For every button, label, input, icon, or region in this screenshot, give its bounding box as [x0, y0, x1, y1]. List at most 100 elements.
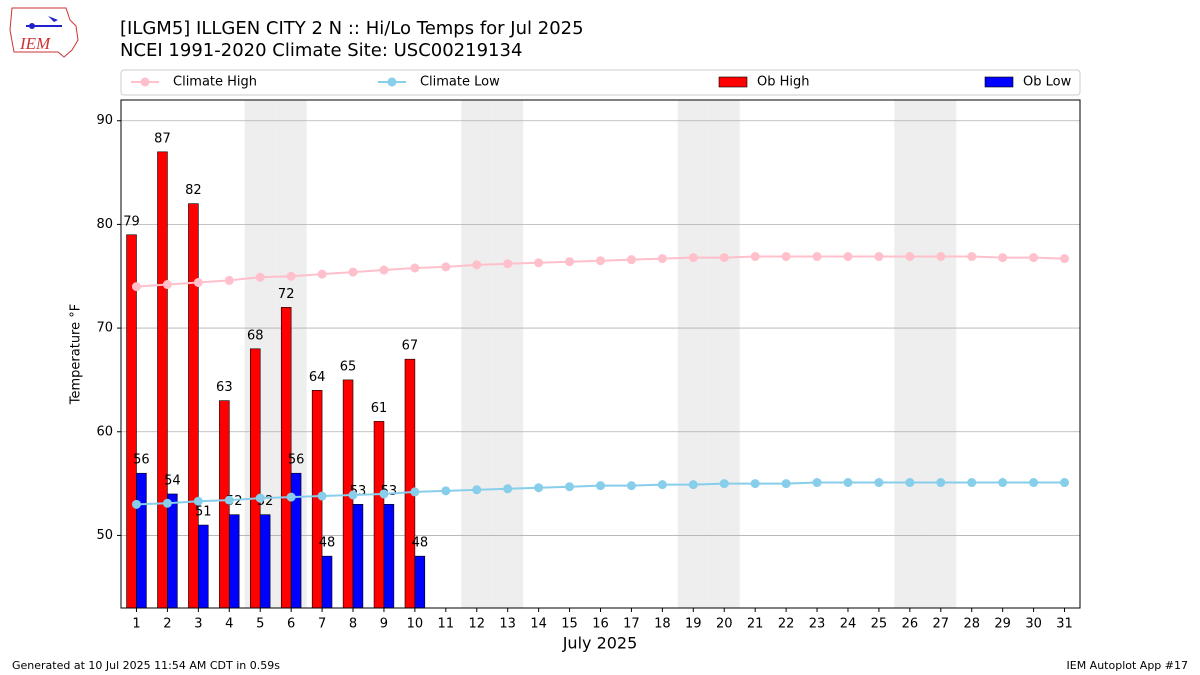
x-tick-label: 25: [871, 617, 888, 632]
bar: [373, 421, 385, 609]
point: [534, 258, 544, 268]
x-tick-label: 7: [318, 617, 326, 632]
point: [410, 487, 420, 497]
x-tick-label: 24: [840, 617, 857, 632]
x-tick-label: 6: [287, 617, 295, 632]
point: [657, 254, 667, 264]
data-label: 79: [123, 214, 140, 229]
point: [379, 489, 389, 499]
bar: [404, 358, 416, 609]
x-tick-label: 1: [132, 617, 140, 632]
x-tick-label: 19: [685, 617, 702, 632]
bar: [167, 493, 178, 609]
bar: [259, 514, 271, 609]
legend-label: Climate High: [173, 75, 257, 90]
legend-label: Ob Low: [1023, 75, 1072, 90]
x-tick-label: 12: [468, 617, 485, 632]
point: [998, 253, 1008, 263]
point: [193, 496, 203, 506]
point: [750, 252, 760, 262]
point: [503, 484, 513, 494]
data-label: 56: [288, 453, 305, 468]
x-tick-label: 16: [592, 617, 609, 632]
x-tick-label: 14: [530, 617, 547, 632]
legend-marker: [387, 77, 397, 87]
data-label: 48: [319, 536, 336, 551]
y-tick-label: 60: [96, 424, 113, 439]
point: [348, 267, 358, 277]
data-label: 68: [247, 328, 264, 343]
point: [317, 269, 327, 279]
point: [162, 498, 172, 508]
bar: [157, 151, 168, 609]
x-tick-label: 28: [963, 617, 980, 632]
bar: [136, 472, 147, 609]
point: [936, 478, 946, 488]
point: [626, 255, 636, 265]
point: [874, 252, 884, 262]
point: [348, 490, 358, 500]
point: [472, 485, 482, 495]
x-tick-label: 13: [499, 617, 516, 632]
point: [1060, 254, 1070, 264]
x-tick-label: 20: [716, 617, 733, 632]
point: [1029, 478, 1039, 488]
x-tick-label: 4: [225, 617, 233, 632]
plot-frame: [120, 99, 1081, 609]
x-tick-label: 10: [407, 617, 424, 632]
x-tick-label: 21: [747, 617, 764, 632]
x-tick-label: 29: [994, 617, 1011, 632]
data-label: 64: [309, 370, 326, 385]
data-label: 63: [216, 380, 233, 395]
weekend-shade: [492, 100, 524, 608]
bar: [198, 524, 209, 609]
point: [162, 280, 172, 290]
point: [936, 252, 946, 262]
bar: [352, 504, 364, 609]
point: [379, 265, 389, 275]
point: [688, 253, 698, 263]
footer-right: IEM Autoplot App #17: [1067, 659, 1189, 672]
point: [905, 478, 915, 488]
point: [596, 481, 605, 491]
data-label: 67: [402, 339, 419, 354]
point: [224, 275, 234, 285]
point: [719, 479, 729, 489]
point: [688, 480, 698, 490]
data-label: 54: [164, 473, 181, 488]
x-tick-label: 27: [933, 617, 950, 632]
point: [286, 492, 296, 502]
legend-marker: [140, 77, 150, 87]
point: [719, 253, 729, 263]
weekend-shade: [461, 100, 493, 608]
point: [286, 271, 296, 281]
x-tick-label: 9: [380, 617, 388, 632]
bar: [228, 514, 240, 609]
footer-left: Generated at 10 Jul 2025 11:54 AM CDT in…: [12, 659, 280, 672]
x-tick-label: 30: [1025, 617, 1042, 632]
point: [255, 272, 265, 282]
legend-swatch: [718, 76, 748, 88]
point: [193, 277, 203, 287]
point: [967, 478, 977, 488]
point: [874, 478, 884, 488]
point: [255, 493, 265, 503]
point: [596, 256, 605, 266]
y-tick-label: 80: [96, 217, 113, 232]
point: [534, 483, 544, 493]
legend-label: Climate Low: [420, 75, 500, 90]
data-label: 61: [371, 401, 388, 416]
point: [131, 499, 141, 509]
point: [998, 478, 1008, 488]
point: [781, 252, 791, 262]
data-label: 56: [133, 453, 150, 468]
chart-title: [ILGM5] ILLGEN CITY 2 N :: Hi/Lo Temps f…: [120, 18, 584, 39]
bar: [321, 555, 333, 609]
bar: [414, 555, 426, 609]
point: [224, 495, 234, 505]
point: [626, 481, 636, 491]
point: [131, 282, 141, 292]
x-tick-label: 3: [194, 617, 202, 632]
x-tick-label: 11: [438, 617, 455, 632]
